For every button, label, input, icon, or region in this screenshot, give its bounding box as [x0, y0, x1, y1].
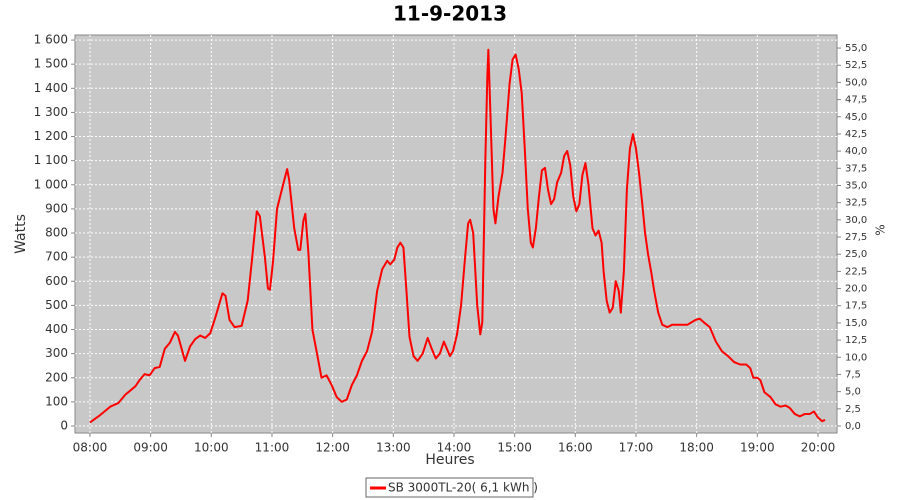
data-line [89, 48, 826, 424]
y2-tick-label: 37,5 [845, 163, 867, 174]
y2-tick-label: 47,5 [845, 95, 867, 106]
plot-area [74, 34, 838, 434]
y-tick-label: 200 [45, 370, 68, 384]
y-tick-label: 400 [45, 322, 68, 336]
y2-tick-label: 17,5 [845, 301, 867, 312]
x-tick-label: 17:00 [619, 441, 654, 455]
y-tick-label: 1 400 [34, 81, 68, 95]
y-tick-label: 0 [60, 419, 68, 433]
y-tick-label: 1 300 [34, 105, 68, 119]
y-tick-label: 300 [45, 346, 68, 360]
y-tick-label: 1 600 [34, 33, 68, 47]
x-tick-label: 08:00 [73, 441, 108, 455]
y2-tick-label: 52,5 [845, 60, 867, 71]
y2-tick-label: 22,5 [845, 266, 867, 277]
x-tick-label: 12:00 [315, 441, 350, 455]
y2-tick-label: 50,0 [845, 77, 867, 88]
y-axis-label: Watts [13, 214, 29, 254]
y2-tick-label: 30,0 [845, 215, 867, 226]
legend: SB 3000TL-20( 6,1 kWh ) [365, 477, 538, 498]
y-tick-label: 800 [45, 226, 68, 240]
y2-axis-label: % [874, 224, 888, 235]
y-tick-label: 1 000 [34, 177, 68, 191]
x-tick-label: 19:00 [740, 441, 775, 455]
y2-tick-label: 42,5 [845, 129, 867, 140]
x-axis-label: Heures [425, 452, 474, 468]
y-tick-label: 100 [45, 394, 68, 408]
y2-tick-label: 0,0 [845, 421, 861, 432]
legend-label: SB 3000TL-20( 6,1 kWh ) [388, 481, 538, 495]
y2-tick-label: 12,5 [845, 335, 867, 346]
x-tick-label: 18:00 [679, 441, 714, 455]
y2-tick-label: 40,0 [845, 146, 867, 157]
x-tick-label: 13:00 [376, 441, 411, 455]
y2-tick-label: 35,0 [845, 180, 867, 191]
y2-tick-label: 5,0 [845, 387, 861, 398]
y2-tick-label: 55,0 [845, 43, 867, 54]
y2-tick-label: 2,5 [845, 404, 861, 415]
x-tick-label: 20:00 [801, 441, 836, 455]
x-tick-label: 14:00 [437, 441, 472, 455]
y2-tick-label: 20,0 [845, 284, 867, 295]
y2-tick-label: 10,0 [845, 352, 867, 363]
y-tick-label: 600 [45, 274, 68, 288]
y-tick-label: 1 200 [34, 129, 68, 143]
chart-title: 11-9-2013 [393, 2, 507, 26]
y2-tick-label: 7,5 [845, 369, 861, 380]
x-tick-label: 11:00 [255, 441, 290, 455]
y-tick-label: 1 500 [34, 57, 68, 71]
x-tick-label: 09:00 [133, 441, 168, 455]
y2-tick-label: 15,0 [845, 318, 867, 329]
x-tick-label: 16:00 [558, 441, 593, 455]
y-tick-label: 500 [45, 298, 68, 312]
y2-tick-label: 32,5 [845, 198, 867, 209]
y-tick-label: 700 [45, 250, 68, 264]
y-tick-label: 900 [45, 201, 68, 215]
y-tick-label: 1 100 [34, 153, 68, 167]
y2-tick-label: 27,5 [845, 232, 867, 243]
legend-box [365, 477, 534, 498]
x-tick-label: 15:00 [497, 441, 532, 455]
y2-tick-label: 25,0 [845, 249, 867, 260]
x-tick-label: 10:00 [194, 441, 229, 455]
y2-tick-label: 45,0 [845, 112, 867, 123]
